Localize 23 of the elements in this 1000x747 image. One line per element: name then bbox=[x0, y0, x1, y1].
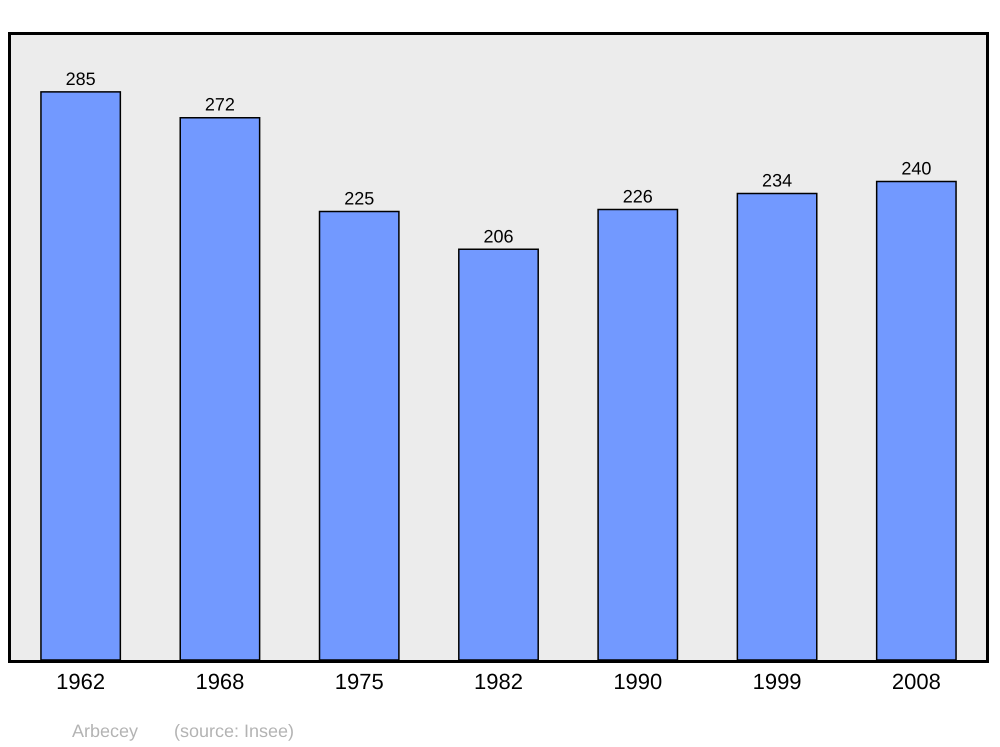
text: Arbecey bbox=[72, 721, 138, 741]
bar bbox=[318, 210, 400, 660]
bar bbox=[458, 248, 539, 660]
bar bbox=[40, 91, 122, 660]
x-tick-label: 1975 bbox=[334, 669, 384, 694]
x-tick-label: 1990 bbox=[613, 669, 662, 694]
data-label: 206 bbox=[483, 226, 514, 246]
bar bbox=[736, 192, 818, 660]
bar bbox=[876, 180, 957, 660]
x-tick-label: 1982 bbox=[474, 669, 523, 694]
bar bbox=[179, 116, 260, 660]
data-label: 272 bbox=[204, 94, 235, 115]
data-label: 240 bbox=[901, 158, 932, 179]
bar bbox=[597, 208, 678, 660]
text: (source: Insee) bbox=[174, 721, 294, 741]
x-tick-label: 1999 bbox=[752, 669, 802, 694]
data-label: 226 bbox=[622, 186, 653, 206]
data-label: 234 bbox=[762, 170, 792, 190]
x-tick-label: 2008 bbox=[892, 669, 941, 694]
x-tick-label: 1968 bbox=[195, 669, 244, 694]
x-tick-label: 1962 bbox=[56, 669, 106, 694]
data-label: 285 bbox=[66, 68, 96, 89]
data-label: 225 bbox=[344, 188, 374, 208]
